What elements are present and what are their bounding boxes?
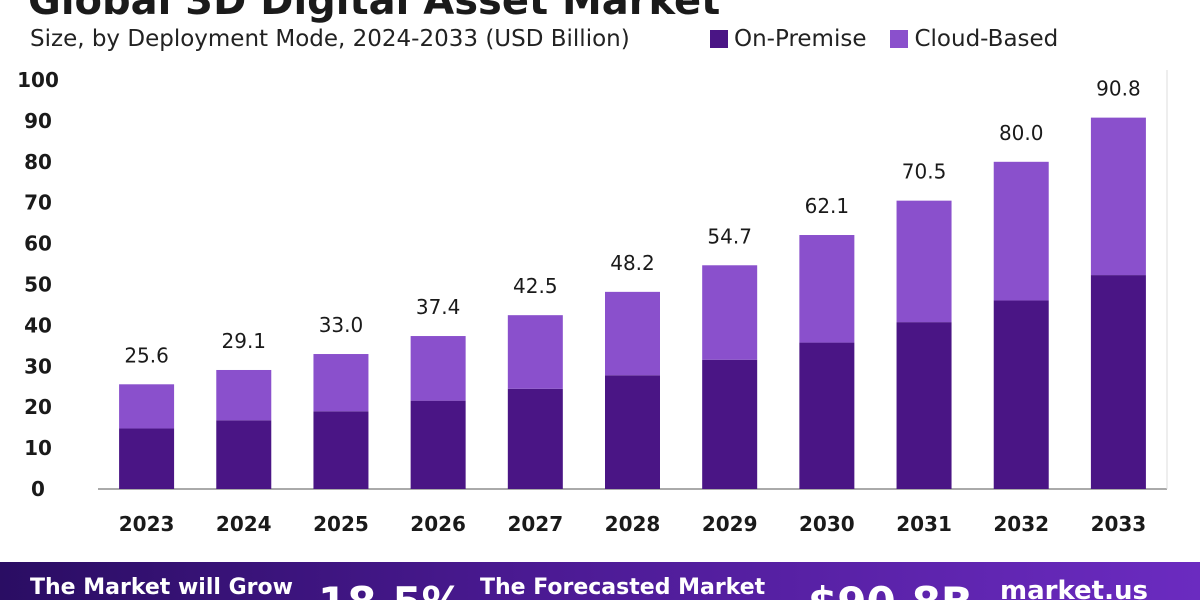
- y-tick-label: 80: [24, 150, 52, 174]
- total-label: 33.0: [319, 313, 364, 337]
- bar-segment-on-premise: [313, 411, 369, 489]
- chart-subtitle: Size, by Deployment Mode, 2024-2033 (USD…: [30, 26, 630, 52]
- bar-segment-on-premise: [799, 342, 855, 489]
- total-label: 37.4: [416, 295, 461, 319]
- legend-label-on-premise: On-Premise: [734, 26, 867, 52]
- legend-swatch-on-premise: [710, 30, 728, 48]
- bar-segment-on-premise: [702, 359, 758, 489]
- total-label: 42.5: [513, 274, 558, 298]
- bar-segment-on-premise: [410, 400, 466, 489]
- bar-segment-cloud-based: [119, 384, 175, 429]
- y-tick-label: 10: [24, 436, 52, 460]
- bar-segment-on-premise: [119, 428, 175, 489]
- total-label: 80.0: [999, 121, 1044, 145]
- x-tick-label: 2023: [119, 512, 175, 536]
- x-tick-label: 2027: [507, 512, 563, 536]
- bar-segment-on-premise: [896, 322, 952, 489]
- y-tick-label: 100: [17, 68, 59, 92]
- bar-segment-cloud-based: [313, 354, 369, 412]
- bar-segment-cloud-based: [993, 161, 1049, 301]
- y-tick-label: 40: [24, 313, 52, 337]
- legend-label-cloud-based: Cloud-Based: [914, 26, 1059, 52]
- chart-title: Global 3D Digital Asset Market: [28, 0, 721, 24]
- y-tick-label: 0: [31, 477, 45, 501]
- bar-segment-cloud-based: [896, 200, 952, 323]
- bar-segment-cloud-based: [507, 315, 563, 389]
- x-tick-label: 2032: [993, 512, 1049, 536]
- legend: On-Premise Cloud-Based: [710, 26, 1058, 52]
- x-tick-label: 2026: [410, 512, 466, 536]
- bar-segment-on-premise: [1090, 275, 1146, 489]
- bar-segment-cloud-based: [410, 336, 466, 401]
- bar-segment-on-premise: [507, 388, 563, 489]
- footer-market-value: $90.8B: [808, 578, 973, 600]
- y-tick-label: 60: [24, 232, 52, 256]
- total-label: 48.2: [610, 251, 655, 275]
- legend-item-cloud-based: Cloud-Based: [890, 26, 1058, 52]
- footer-forecast-text: The Forecasted Market: [480, 575, 766, 600]
- total-label: 25.6: [124, 343, 169, 367]
- bar-segment-cloud-based: [799, 235, 855, 343]
- footer-grow-text: The Market will Grow: [30, 575, 293, 600]
- total-label: 29.1: [222, 329, 267, 353]
- y-tick-label: 30: [24, 354, 52, 378]
- x-tick-label: 2030: [799, 512, 855, 536]
- stacked-bar-chart: 010203040506070809010025.6202329.1202433…: [17, 68, 1168, 536]
- bar-segment-on-premise: [993, 300, 1049, 489]
- y-tick-label: 20: [24, 395, 52, 419]
- x-tick-label: 2029: [702, 512, 758, 536]
- footer-banner: The Market will Grow 18.5% The Forecaste…: [0, 562, 1200, 600]
- footer-brand: market.us: [1000, 576, 1148, 600]
- bar-segment-cloud-based: [605, 291, 660, 376]
- bar-segment-on-premise: [216, 420, 272, 489]
- x-tick-label: 2033: [1091, 512, 1147, 536]
- y-tick-label: 50: [24, 273, 52, 297]
- x-tick-label: 2028: [605, 512, 661, 536]
- bar-segment-on-premise: [605, 375, 660, 489]
- legend-swatch-cloud-based: [890, 30, 909, 48]
- y-tick-label: 70: [24, 191, 52, 215]
- total-label: 54.7: [707, 224, 752, 248]
- bar-segment-cloud-based: [216, 369, 272, 421]
- x-tick-label: 2031: [896, 512, 952, 536]
- bar-segment-cloud-based: [702, 265, 758, 360]
- footer-cagr-value: 18.5%: [318, 578, 464, 600]
- total-label: 70.5: [902, 160, 947, 184]
- total-label: 90.8: [1096, 77, 1141, 101]
- x-tick-label: 2024: [216, 512, 272, 536]
- total-label: 62.1: [805, 194, 850, 218]
- bar-segment-cloud-based: [1090, 117, 1146, 276]
- legend-item-on-premise: On-Premise: [710, 26, 866, 52]
- x-tick-label: 2025: [313, 512, 369, 536]
- y-tick-label: 90: [24, 109, 52, 133]
